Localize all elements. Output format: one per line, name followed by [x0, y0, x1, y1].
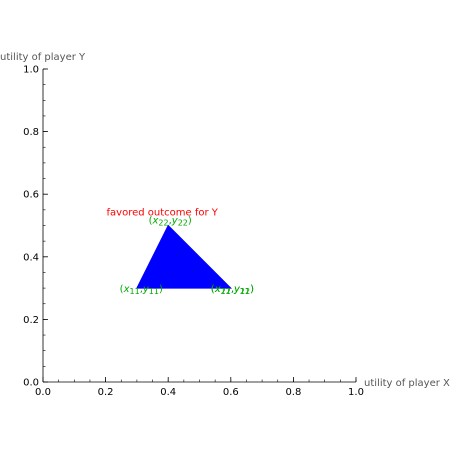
y-tick-label: 0.4 — [23, 252, 39, 263]
x-tick-label: 1.0 — [348, 387, 364, 398]
plot-area: favored outcome for Y (x11,y11) (x22,y22) (… — [107, 208, 255, 297]
y-tick-label: 0.8 — [23, 127, 39, 138]
y-tick-label: 0.0 — [23, 378, 39, 389]
y-tick-label: 0.2 — [23, 315, 39, 326]
x-tick-label: 0.4 — [160, 387, 176, 398]
vertex-label-11: (x11,y11) — [120, 284, 163, 296]
vertex-label-21: (x21,y21) — [211, 284, 254, 296]
x-tick-label: 0.6 — [223, 387, 239, 398]
x-tick-label: 0.0 — [35, 387, 51, 398]
vertex-label-12: (x12,y12) — [211, 284, 254, 296]
y-tick-label: 0.6 — [23, 190, 39, 201]
x-axis-label: utility of player X — [364, 378, 450, 389]
x-tick-label: 0.8 — [285, 387, 301, 398]
axes: 0.0 0.2 0.4 0.6 0.8 1.0 0.0 0.2 0.4 0.6 0.8 1.0 — [23, 65, 364, 399]
vertex-label-22: (x22,y22) — [149, 216, 192, 228]
favored-outcome-annotation: favored outcome for Y — [107, 208, 219, 219]
payoff-region — [136, 224, 233, 289]
y-tick-label: 1.0 — [23, 65, 39, 76]
y-axis-label: utility of player Y — [0, 52, 86, 63]
x-tick-label: 0.2 — [98, 387, 114, 398]
